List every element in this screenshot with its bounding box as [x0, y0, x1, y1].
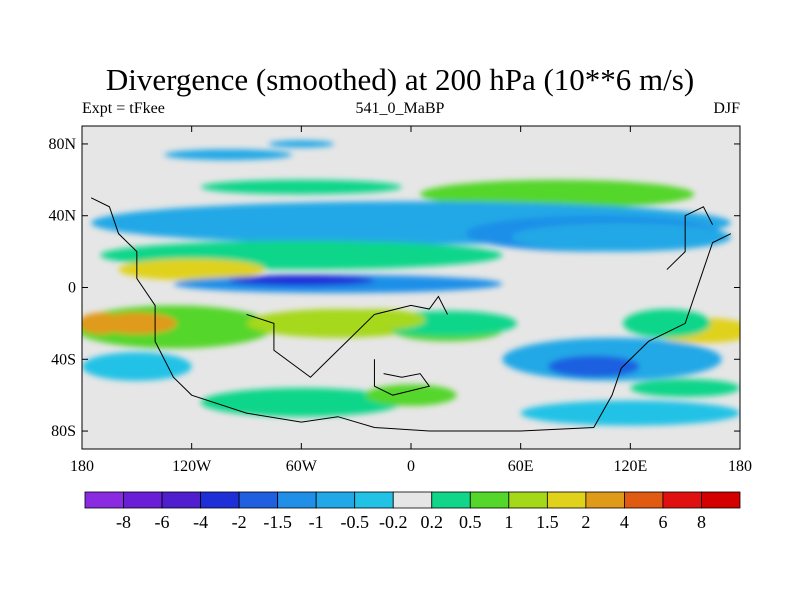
y-tick-label: 40S [51, 351, 76, 368]
y-tick-label: 80N [48, 136, 76, 153]
colorbar-label: 6 [658, 512, 667, 532]
colorbar-swatch [585, 491, 625, 509]
y-tick-label: 0 [68, 280, 76, 297]
divergence-patch [630, 379, 740, 397]
season-label: DJF [713, 100, 740, 117]
x-tick-label: 120E [613, 458, 647, 475]
experiment-label: Expt = tFkee [82, 100, 165, 117]
colorbar-label: 0.5 [459, 512, 482, 532]
divergence-patch [200, 387, 402, 417]
feature-patch [323, 309, 426, 331]
colorbar-swatch [546, 491, 587, 509]
divergence-patch [365, 384, 457, 406]
divergence-patch [420, 179, 695, 209]
colorbar-label: 0.2 [421, 512, 444, 532]
colorbar-swatch [508, 491, 548, 509]
x-tick-label: 60E [508, 458, 534, 475]
colorbar-label: 1 [504, 512, 513, 532]
convergence-patch [520, 400, 740, 426]
colorbar-label: -4 [193, 512, 208, 532]
colorbar-label: -8 [116, 512, 131, 532]
convergence-patch [228, 274, 375, 286]
colorbar-label: -1 [309, 512, 324, 532]
x-tick-label: 180 [70, 458, 94, 475]
colorbar-swatch [354, 491, 394, 509]
colorbar-swatch [431, 491, 471, 509]
colorbar-swatch [662, 491, 702, 509]
colorbar-label: 2 [581, 512, 590, 532]
y-tick-label: 80S [51, 423, 76, 440]
colorbar: -8 -6 -4 -2 -1.5 -1 -0.5 -0.2 0.2 0.5 1 1.5 2 4 6 8 [84, 491, 741, 532]
colorbar-label: -0.2 [379, 512, 408, 532]
colorbar-swatch [123, 491, 163, 509]
chart-title: Divergence (smoothed) at 200 hPa (10**6 … [105, 62, 695, 97]
colorbar-label: 8 [697, 512, 706, 532]
colorbar-label: -0.5 [340, 512, 369, 532]
colorbar-label: 1.5 [536, 512, 559, 532]
divergence-patch [82, 312, 123, 335]
colorbar-label: 4 [620, 512, 629, 532]
colorbar-swatch [315, 491, 356, 509]
convergence-patch [548, 355, 640, 378]
divergence-patch [200, 179, 402, 195]
divergence-patch [118, 258, 265, 281]
coastline [246, 295, 449, 378]
case-label: 541_0_MaBP [355, 100, 445, 117]
colorbar-swatch [200, 491, 240, 509]
colorbar-swatch [624, 491, 664, 509]
x-tick-label: 0 [407, 458, 415, 475]
convergence-patch [164, 149, 293, 161]
colorbar-swatch [161, 491, 201, 509]
feature-patch [511, 222, 731, 252]
x-tick-label: 180 [728, 458, 752, 475]
colorbar-swatch [392, 491, 433, 509]
x-tick-label: 60W [286, 458, 318, 475]
convergence-patch [268, 140, 335, 148]
axes: 180 120W 60W 0 60E 120E 180 80N 40N 0 40S 80S [48, 126, 752, 475]
contour-field [82, 126, 740, 449]
convergence-patch [82, 352, 192, 381]
colorbar-swatch [701, 491, 741, 509]
y-tick-label: 40N [48, 208, 76, 225]
x-tick-label: 120W [172, 458, 212, 475]
coastline-outline [90, 197, 732, 432]
colorbar-label: -1.5 [263, 512, 292, 532]
colorbar-swatch [238, 491, 279, 509]
colorbar-swatch [277, 491, 317, 509]
colorbar-label: -6 [155, 512, 170, 532]
colorbar-label: -2 [232, 512, 247, 532]
colorbar-swatch [84, 491, 124, 509]
colorbar-swatch [469, 491, 510, 509]
coastline [666, 206, 714, 270]
coastline [90, 197, 732, 432]
feature-patch [623, 309, 711, 338]
coastline [373, 359, 431, 396]
